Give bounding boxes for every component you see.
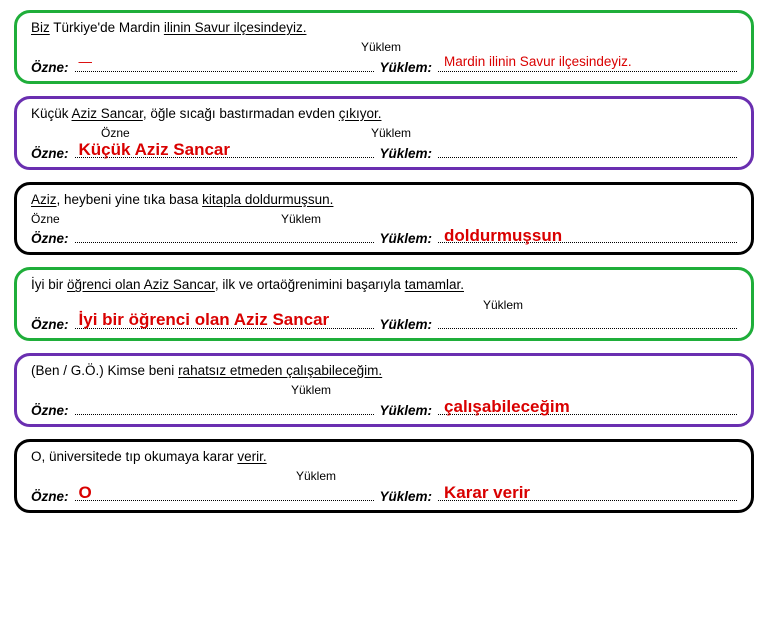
yuklem-line: doldurmuşsun <box>438 230 737 244</box>
hint-yuklem: Yüklem <box>483 298 523 314</box>
exercise-card: Biz Türkiye'de Mardin ilinin Savur ilçes… <box>14 10 754 84</box>
answer-row: Özne: Küçük Aziz Sancar Yüklem: <box>31 144 737 161</box>
yuklem-line: Karar verir <box>438 487 737 501</box>
answer-row: Özne: O Yüklem: Karar verir <box>31 487 737 504</box>
exercise-card: Küçük Aziz Sancar, öğle sıcağı bastırmad… <box>14 96 754 170</box>
hint-yuklem: Yüklem <box>281 212 321 228</box>
sentence: (Ben / G.Ö.) Kimse beni rahatsız etmeden… <box>31 361 737 381</box>
yuklem-label: Yüklem: <box>380 231 433 246</box>
answer-row: Özne: İyi bir öğrenci olan Aziz Sancar Yük… <box>31 316 737 333</box>
yuklem-label: Yüklem: <box>380 317 433 332</box>
ozne-line: Küçük Aziz Sancar <box>75 144 374 158</box>
ozne-answer: Küçük Aziz Sancar <box>79 140 230 160</box>
answer-row: Özne: — Yüklem: Mardin ilinin Savur ilçesin… <box>31 58 737 75</box>
hint-yuklem: Yüklem <box>291 383 331 399</box>
hint-yuklem: Yüklem <box>361 40 401 56</box>
answer-row: Özne: Yüklem: doldurmuşsun <box>31 230 737 247</box>
exercise-card: Aziz, heybeni yine tıka basa kitapla dol… <box>14 182 754 256</box>
ozne-label: Özne: <box>31 60 69 75</box>
ozne-line: — <box>75 58 374 72</box>
exercise-card: O, üniversitede tıp okumaya karar verir.… <box>14 439 754 513</box>
ozne-answer: İyi bir öğrenci olan Aziz Sancar <box>79 310 330 330</box>
hint-row: Yüklem <box>31 383 737 399</box>
hint-row: Özne Yüklem <box>31 212 737 228</box>
hint-ozne: Özne <box>31 212 60 228</box>
yuklem-line: çalışabileceğim <box>438 401 737 415</box>
sentence: İyi bir öğrenci olan Aziz Sancar, ilk ve… <box>31 275 737 295</box>
exercise-card: İyi bir öğrenci olan Aziz Sancar, ilk ve… <box>14 267 754 341</box>
ozne-label: Özne: <box>31 403 69 418</box>
sentence: Küçük Aziz Sancar, öğle sıcağı bastırmad… <box>31 104 737 124</box>
yuklem-label: Yüklem: <box>380 60 433 75</box>
ozne-line: O <box>75 487 374 501</box>
ozne-label: Özne: <box>31 231 69 246</box>
ozne-label: Özne: <box>31 146 69 161</box>
sentence: Aziz, heybeni yine tıka basa kitapla dol… <box>31 190 737 210</box>
ozne-line <box>75 401 374 415</box>
answer-row: Özne: Yüklem: çalışabileceğim <box>31 401 737 418</box>
yuklem-line <box>438 316 737 330</box>
yuklem-label: Yüklem: <box>380 403 433 418</box>
sentence: Biz Türkiye'de Mardin ilinin Savur ilçes… <box>31 18 737 38</box>
ozne-line: İyi bir öğrenci olan Aziz Sancar <box>75 316 374 330</box>
ozne-label: Özne: <box>31 489 69 504</box>
yuklem-answer: doldurmuşsun <box>444 226 562 246</box>
yuklem-answer: çalışabileceğim <box>444 397 570 417</box>
sentence: O, üniversitede tıp okumaya karar verir. <box>31 447 737 467</box>
yuklem-answer: Mardin ilinin Savur ilçesindeyiz. <box>444 54 632 69</box>
yuklem-line: Mardin ilinin Savur ilçesindeyiz. <box>438 58 737 72</box>
yuklem-label: Yüklem: <box>380 146 433 161</box>
ozne-label: Özne: <box>31 317 69 332</box>
ozne-answer: — <box>79 54 92 69</box>
yuklem-label: Yüklem: <box>380 489 433 504</box>
hint-yuklem: Yüklem <box>371 126 411 142</box>
yuklem-answer: Karar verir <box>444 483 530 503</box>
hint-row: Yüklem <box>31 469 737 485</box>
ozne-answer: O <box>79 483 92 503</box>
hint-yuklem: Yüklem <box>296 469 336 485</box>
ozne-line <box>75 230 374 244</box>
yuklem-line <box>438 144 737 158</box>
exercise-card: (Ben / G.Ö.) Kimse beni rahatsız etmeden… <box>14 353 754 427</box>
